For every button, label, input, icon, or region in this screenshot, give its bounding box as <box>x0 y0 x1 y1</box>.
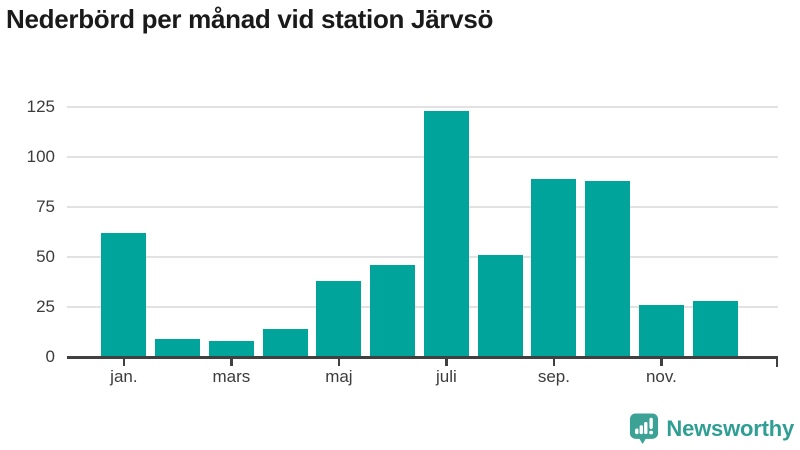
x-axis-label-juli: juli <box>435 367 457 386</box>
y-axis-label-125: 125 <box>26 97 55 116</box>
bar-nov. <box>638 305 684 357</box>
x-axis-tick-sep <box>552 359 556 366</box>
x-axis-tick-mars <box>230 359 233 366</box>
bar-mars <box>208 341 254 357</box>
y-axis-label-0: 0 <box>45 347 55 366</box>
gridline-y-100 <box>67 156 778 158</box>
bar-aug. <box>477 255 523 357</box>
gridline-y-25 <box>67 306 778 308</box>
y-axis-label-100: 100 <box>26 147 55 166</box>
newsworthy-wordmark: Newsworthy <box>666 415 794 441</box>
x-axis-tick-jan <box>122 359 126 366</box>
x-axis-label-jan: jan. <box>110 367 138 386</box>
gridline-y-75 <box>67 206 778 208</box>
bar-apr. <box>262 329 308 357</box>
gridline-y-125 <box>67 106 778 108</box>
x-axis-label-nov: nov. <box>645 367 677 386</box>
x-axis-label-maj: maj <box>325 367 353 386</box>
bar-maj <box>316 281 362 357</box>
y-axis-label-25: 25 <box>36 297 55 316</box>
bar-juni <box>370 265 416 357</box>
newsworthy-logo: Newsworthy <box>629 412 794 445</box>
x-axis-line <box>67 356 778 359</box>
bar-feb. <box>155 339 201 357</box>
x-axis-tick-nov <box>660 359 663 366</box>
bar-jan. <box>101 233 147 357</box>
x-axis-end-tick <box>775 356 778 367</box>
y-axis-label-50: 50 <box>36 247 55 266</box>
bar-dec. <box>692 301 738 357</box>
bar-sep. <box>531 179 577 357</box>
x-axis-tick-juli <box>445 359 448 366</box>
newsworthy-bubble-chart-icon <box>630 413 659 444</box>
x-axis-label-sep: sep. <box>537 367 570 386</box>
chart-title: Nederbörd per månad vid station Järvsö <box>6 4 494 34</box>
y-axis-label-75: 75 <box>36 197 55 216</box>
gridline-y-50 <box>67 256 778 258</box>
x-axis-label-mars: mars <box>212 367 251 386</box>
bar-okt. <box>585 181 631 357</box>
bar-juli <box>423 111 469 357</box>
x-axis-tick-maj <box>337 359 341 366</box>
